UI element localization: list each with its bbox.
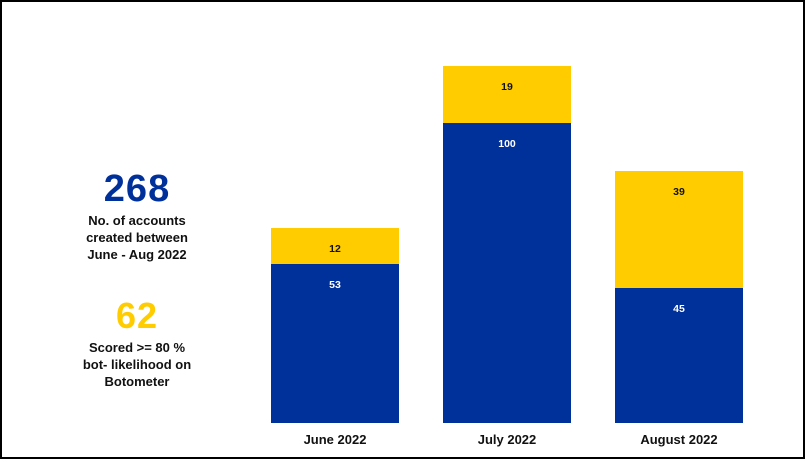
x-tick-label: June 2022 <box>304 432 367 447</box>
x-tick-label: July 2022 <box>478 432 537 447</box>
accounts-description-line: created between <box>86 230 188 245</box>
data-label: 53 <box>329 279 341 291</box>
bar-segment <box>615 171 743 288</box>
data-label: 19 <box>501 81 513 93</box>
data-label: 45 <box>673 303 685 315</box>
accounts-description: No. of accounts created between June - A… <box>42 212 232 263</box>
bar-segment <box>271 228 399 264</box>
bot-description-line: bot- likelihood on <box>82 357 192 372</box>
bar-segment <box>271 264 399 423</box>
accounts-stat: 268 No. of accounts created between June… <box>42 170 232 263</box>
data-label: 100 <box>498 138 516 150</box>
bar-segment <box>615 288 743 423</box>
bot-description-line: Botometer <box>104 374 170 389</box>
data-label: 39 <box>673 186 685 198</box>
accounts-description-line: No. of accounts <box>88 213 186 228</box>
data-label: 12 <box>329 243 341 255</box>
x-tick-label: August 2022 <box>640 432 717 447</box>
accounts-description-line: June - Aug 2022 <box>87 247 187 262</box>
bar-segment <box>443 123 571 423</box>
accounts-count: 268 <box>103 168 171 210</box>
bot-count: 62 <box>115 295 159 336</box>
bot-description-line: Scored >= 80 % <box>88 340 186 355</box>
bot-stat: 62 Scored >= 80 % bot- likelihood on Bot… <box>42 298 232 390</box>
bot-description: Scored >= 80 % bot- likelihood on Botome… <box>42 339 232 390</box>
bar-segment <box>443 66 571 123</box>
